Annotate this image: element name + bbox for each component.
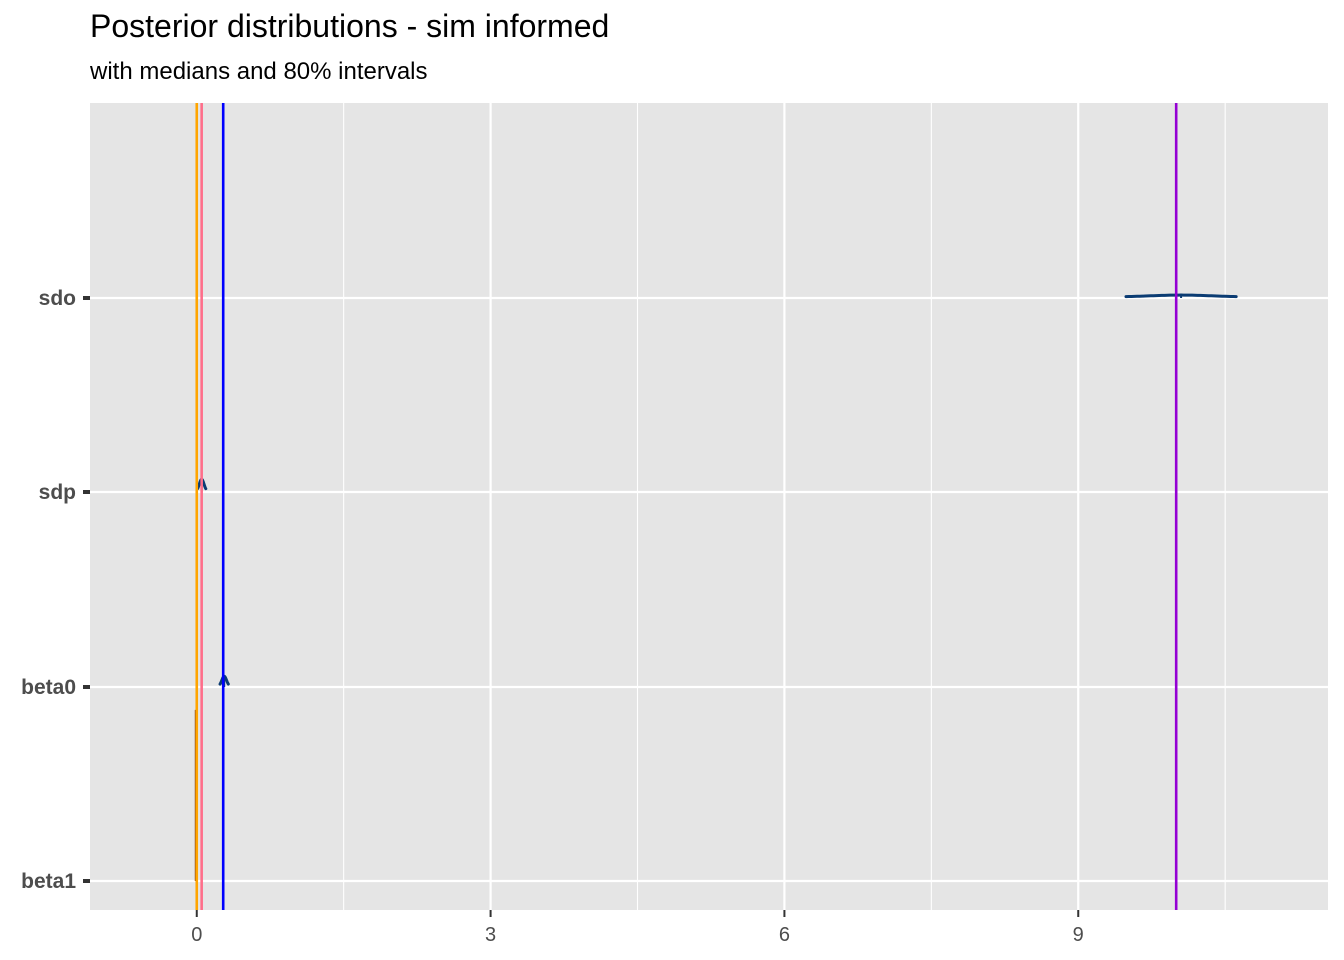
x-tick-label: 6 [779,924,790,946]
y-tick-label: beta1 [21,870,76,893]
plot-panel [90,103,1328,910]
axes: sdo sdp beta0 beta1 0 3 6 9 [21,287,1084,946]
y-tick-label: beta0 [21,676,76,699]
y-tick-label: sdo [39,287,76,310]
x-tick-label: 0 [191,924,202,946]
x-tick-label: 3 [485,924,496,946]
chart-title: Posterior distributions - sim informed [90,8,610,44]
chart-subtitle: with medians and 80% intervals [90,58,428,85]
y-tick-label: sdp [39,481,76,504]
reference-lines [195,103,1178,910]
panel-background [90,103,1328,910]
x-tick-label: 9 [1073,924,1084,946]
